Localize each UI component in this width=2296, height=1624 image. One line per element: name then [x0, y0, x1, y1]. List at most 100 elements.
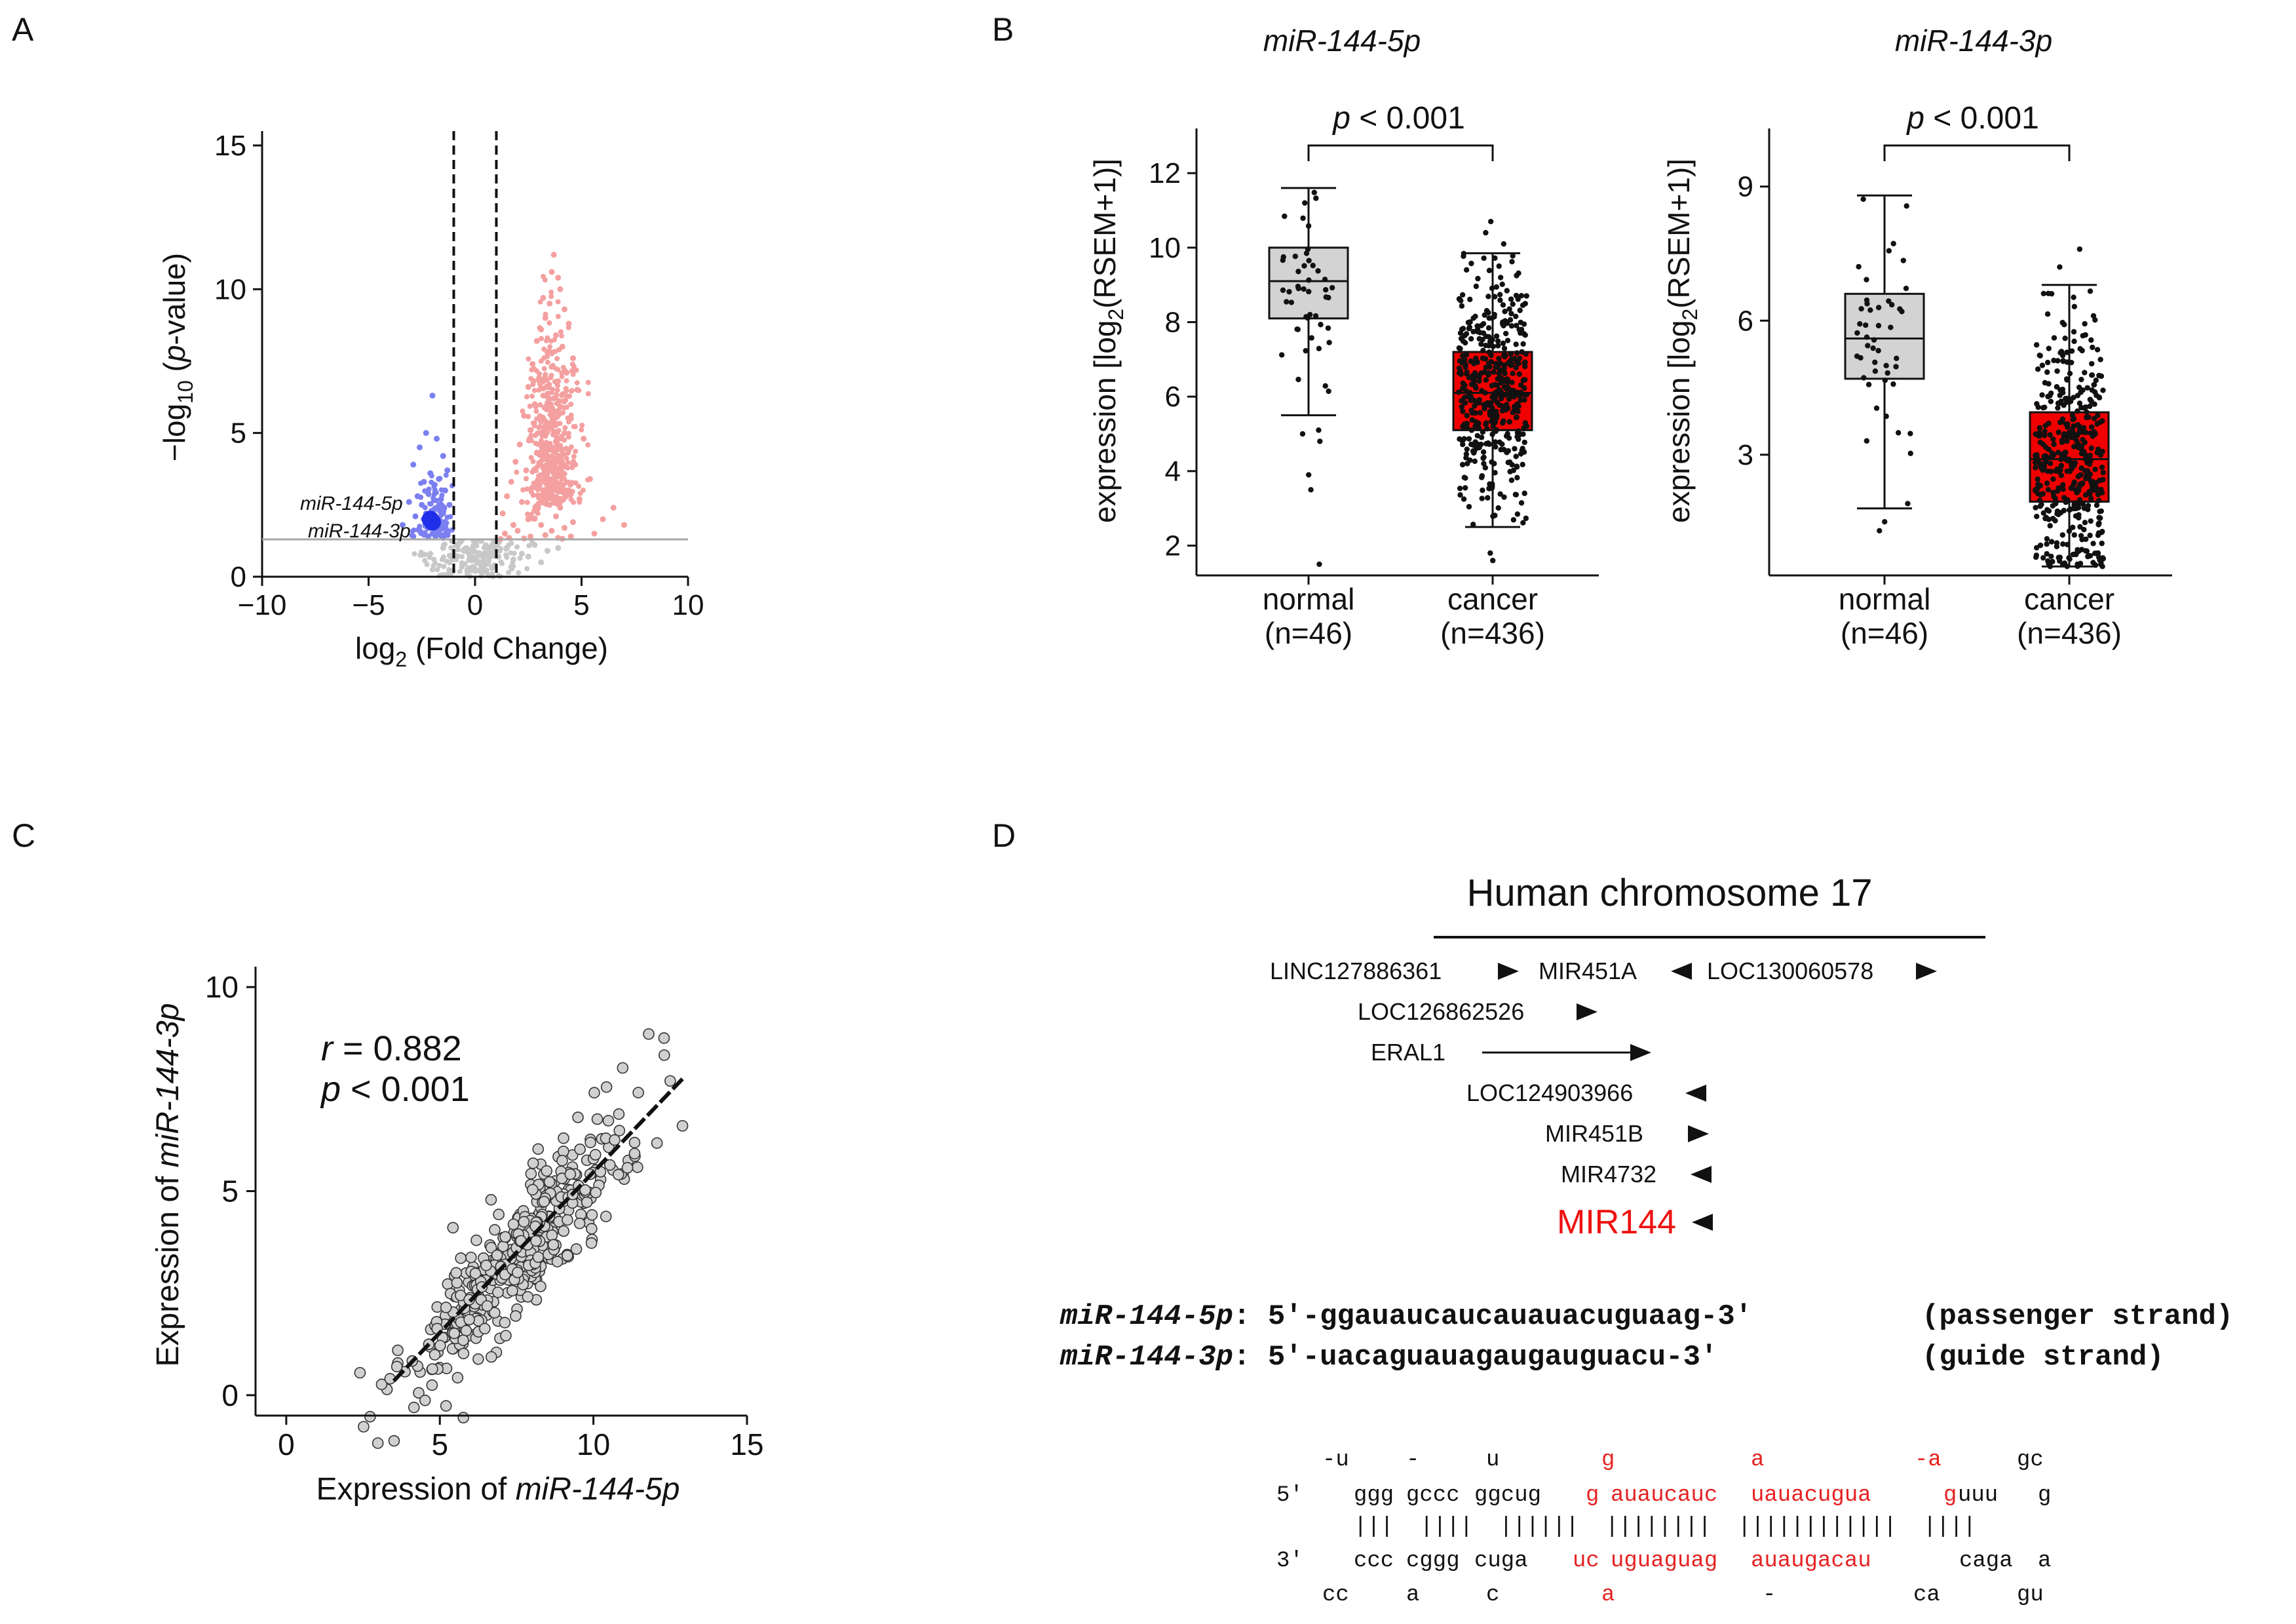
boxplot-point — [1501, 322, 1506, 329]
volcano-up-point — [585, 477, 591, 483]
boxplot-point — [1854, 353, 1860, 359]
boxplot-point — [2069, 359, 2075, 366]
boxplot-point — [2059, 437, 2065, 444]
boxplot-point — [2054, 384, 2060, 390]
boxplot-point — [1516, 270, 1521, 277]
correlation-point — [493, 1208, 505, 1220]
volcano-up-point — [564, 455, 569, 461]
volcano-up-point — [610, 505, 617, 511]
boxplot-point — [2034, 452, 2040, 458]
boxplot-5p-cat-cancer: cancer — [1447, 582, 1538, 616]
boxplot-point — [2033, 342, 2040, 348]
boxplot-point — [1482, 465, 1489, 471]
boxplot-point — [2044, 535, 2050, 542]
volcano-x-tick-label: 0 — [467, 589, 483, 621]
boxplot-point — [1518, 293, 1525, 299]
boxplot-point — [2054, 368, 2060, 374]
boxplot-point — [1521, 490, 1527, 496]
boxplot-point — [1468, 427, 1475, 433]
boxplot-point — [2042, 457, 2048, 463]
volcano-up-point — [543, 311, 548, 317]
volcano-ns-point — [498, 546, 504, 552]
volcano-up-point — [570, 519, 576, 526]
boxplot-point — [2046, 508, 2052, 514]
boxplot-point — [1510, 370, 1516, 376]
correlation-point — [375, 1378, 388, 1391]
boxplot-point — [2064, 377, 2070, 383]
boxplot-point — [2040, 491, 2046, 497]
boxplot-point — [2044, 369, 2050, 376]
boxplot-point — [1310, 262, 1316, 269]
boxplot-point — [1312, 313, 1319, 319]
boxplot-point — [2059, 532, 2066, 538]
correlation-point — [358, 1421, 370, 1433]
boxplot-point — [1463, 451, 1470, 457]
boxplot-point — [2066, 528, 2073, 534]
volcano-up-point — [570, 372, 576, 377]
correlation-point — [451, 1372, 464, 1383]
boxplot-point — [2080, 333, 2086, 339]
volcano-ns-point — [499, 560, 505, 566]
volcano-x-tick-label: −10 — [238, 589, 287, 621]
volcano-up-point — [552, 337, 558, 343]
correlation-point — [547, 1239, 560, 1251]
correlation-points — [354, 1028, 689, 1449]
volcano-up-point — [525, 383, 531, 390]
boxplot-3p-y-axis-label: expression [log2(RSEM+1)] — [1662, 159, 1702, 523]
boxplot-point — [2057, 456, 2064, 463]
boxplot-point — [2097, 478, 2103, 484]
boxplot-point — [2078, 465, 2084, 471]
chromosome-title: Human chromosome 17 — [1467, 872, 1873, 914]
volcano-up-point — [552, 485, 558, 491]
boxplot-point — [2084, 409, 2090, 416]
boxplot-point — [1875, 322, 1882, 329]
correlation-point — [532, 1143, 545, 1155]
boxplot-point — [1499, 281, 1505, 288]
volcano-ns-point — [526, 543, 532, 549]
boxplot-point — [1480, 355, 1486, 361]
boxplot-point — [1483, 377, 1489, 383]
hairpin-r5-seg: a — [1406, 1583, 1419, 1608]
volcano-up-point — [550, 455, 556, 461]
boxplot-point — [2067, 469, 2073, 474]
volcano-up-point — [576, 387, 582, 393]
boxplot-outlier — [1487, 550, 1493, 556]
volcano-up-point — [553, 395, 559, 401]
boxplot-point — [2042, 379, 2048, 386]
volcano-up-point — [533, 338, 540, 344]
boxplot-point — [1513, 322, 1520, 328]
correlation-point — [492, 1286, 504, 1298]
boxplot-point — [2096, 514, 2102, 520]
boxplot-point — [1875, 347, 1881, 354]
boxplot-point — [2033, 545, 2040, 551]
volcano-up-point — [549, 389, 555, 395]
boxplot-point — [2082, 492, 2089, 498]
boxplot-point — [1885, 370, 1890, 376]
boxplot-point — [1480, 330, 1487, 336]
boxplot-5p-cat-cancer-n: (n=436) — [1440, 616, 1545, 650]
boxplot-point — [1515, 296, 1521, 302]
boxplot-point — [1872, 359, 1878, 366]
boxplot-point — [1489, 481, 1495, 487]
boxplot-point — [2099, 540, 2105, 547]
volcano-up-point — [535, 487, 541, 493]
volcano-ns-point — [430, 563, 436, 569]
correlation-point — [507, 1218, 520, 1230]
boxplot-point — [2050, 436, 2056, 442]
boxplot-point — [2037, 439, 2044, 446]
volcano-up-point — [534, 450, 540, 455]
boxplot-point — [2050, 476, 2056, 482]
boxplot-point — [1457, 486, 1463, 492]
boxplot-point — [2080, 501, 2086, 507]
hairpin-r4-seg: cuga — [1474, 1549, 1528, 1574]
boxplot-point — [1477, 410, 1483, 416]
volcano-up-point — [502, 530, 508, 537]
boxplot-point — [1306, 258, 1312, 263]
hairpin-r5-seg: cc — [1322, 1583, 1349, 1608]
hairpin-structure: -u - u g a -a gc 5′ ggg gccc ggcug g aua… — [1276, 1448, 2051, 1608]
volcano-down-point — [417, 444, 423, 451]
boxplot-point — [1288, 300, 1295, 305]
gene-linc127886361: LINC127886361 — [1270, 957, 1442, 984]
volcano-up-point — [527, 436, 533, 442]
boxplot-point — [1459, 303, 1465, 309]
